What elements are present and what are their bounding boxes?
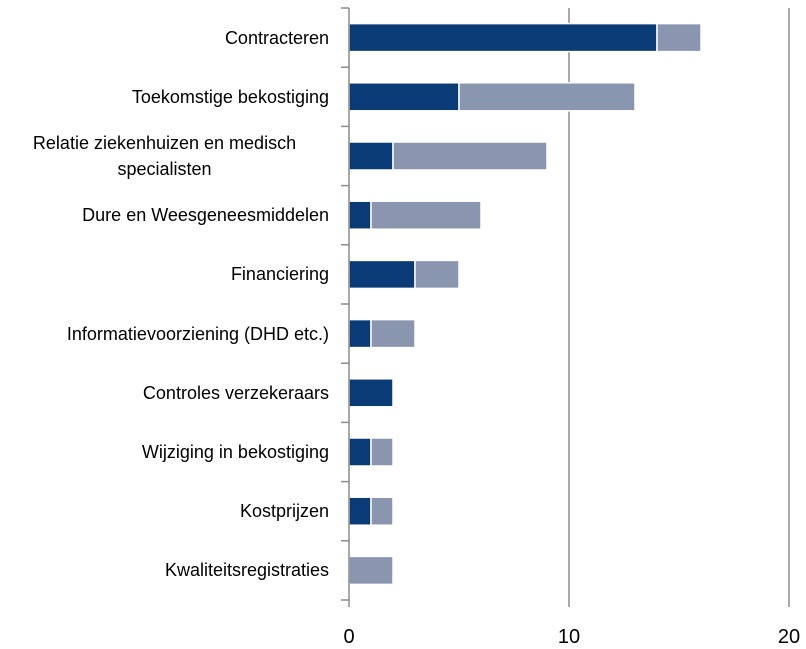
bar-segment — [348, 318, 372, 349]
bar-segment — [348, 82, 460, 112]
x-tick-label: 20 — [778, 626, 800, 648]
bar-segment — [370, 496, 394, 526]
bar-segment — [458, 82, 636, 112]
bar-segment — [348, 200, 372, 230]
category-label: Relatie ziekenhuizen en medisch speciali… — [0, 126, 329, 186]
bar-segment — [348, 22, 658, 53]
bar-segment — [348, 437, 372, 467]
bar-segment — [414, 259, 460, 290]
category-label: Wijziging in bekostiging — [0, 422, 329, 482]
x-tick-label: 10 — [558, 626, 580, 648]
x-tick-label: 0 — [343, 626, 354, 648]
category-label: Informatievoorziening (DHD etc.) — [0, 304, 329, 364]
bar-segment — [370, 318, 416, 349]
bar-segment — [348, 496, 372, 526]
bar-segment — [348, 378, 394, 408]
bar-segment — [348, 141, 394, 171]
category-text: Contracteren — [224, 27, 329, 48]
category-text: Kwaliteitsregistraties — [164, 560, 329, 581]
category-text: Relatie ziekenhuizen en medisch speciali… — [32, 133, 297, 179]
category-text: Controles verzekeraars — [142, 382, 329, 403]
category-text: Financiering — [230, 264, 329, 285]
category-label: Toekomstige bekostiging — [0, 67, 329, 127]
category-label: Contracteren — [0, 8, 329, 68]
category-label: Kostprijzen — [0, 481, 329, 541]
bar-segment — [392, 141, 548, 171]
bar-segment — [370, 437, 394, 467]
category-label: Dure en Weesgeneesmiddelen — [0, 185, 329, 245]
category-label: Financiering — [0, 244, 329, 304]
category-text: Kostprijzen — [239, 501, 329, 522]
category-label: Kwaliteitsregistraties — [0, 540, 329, 600]
category-text: Dure en Weesgeneesmiddelen — [82, 205, 329, 226]
bar-segment — [348, 259, 416, 290]
category-label: Controles verzekeraars — [0, 363, 329, 423]
category-text: Wijziging in bekostiging — [141, 442, 329, 462]
bar-segment — [348, 555, 394, 586]
bar-segment — [370, 200, 482, 230]
category-text: Toekomstige bekostiging — [131, 86, 329, 107]
category-text: Informatievoorziening (DHD etc.) — [66, 323, 329, 344]
bar-segment — [656, 22, 702, 53]
